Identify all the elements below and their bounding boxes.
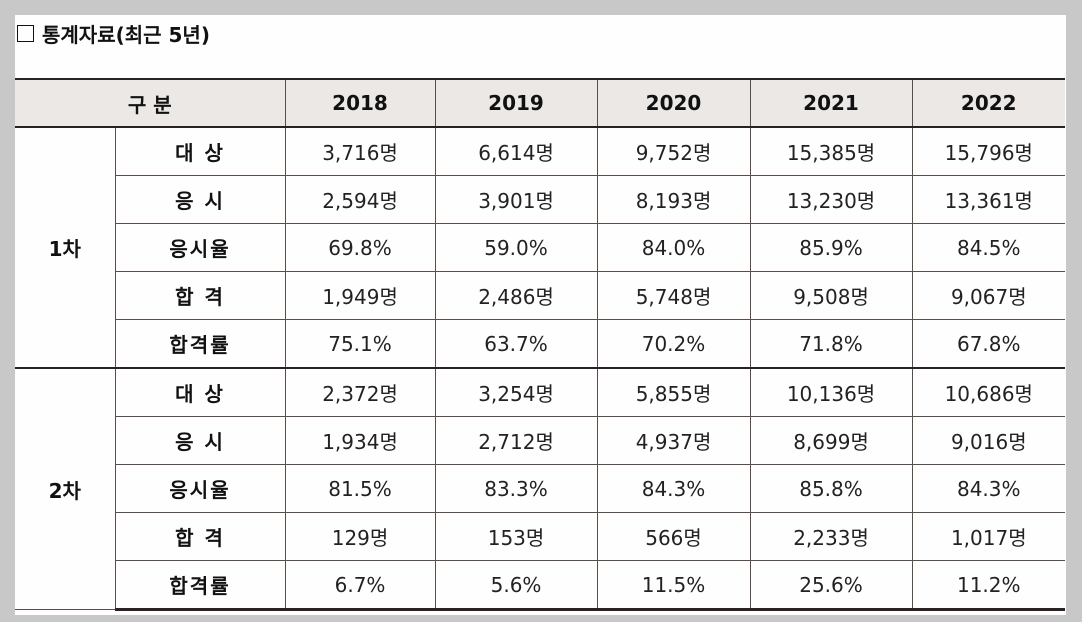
value-cell: 11.2% xyxy=(911,560,1066,611)
row-label: 합격률 xyxy=(115,560,286,611)
header-category: 구 분 xyxy=(15,78,286,128)
value-cell: 81.5% xyxy=(284,464,436,513)
value-cell: 11.5% xyxy=(596,560,751,611)
value-cell: 2,712명 xyxy=(434,416,598,465)
header-year: 2021 xyxy=(749,78,913,128)
value-cell: 25.6% xyxy=(749,560,913,611)
value-cell: 70.2% xyxy=(596,319,751,369)
value-cell: 9,067명 xyxy=(911,271,1066,320)
value-cell: 9,508명 xyxy=(749,271,913,320)
value-cell: 6.7% xyxy=(284,560,436,611)
value-cell: 5,855명 xyxy=(596,367,751,417)
row-label: 합 격 xyxy=(115,271,286,320)
value-cell: 83.3% xyxy=(434,464,598,513)
value-cell: 63.7% xyxy=(434,319,598,369)
value-cell: 2,372명 xyxy=(284,367,436,417)
table-row: 응시율 69.8% 59.0% 84.0% 85.9% 84.5% xyxy=(15,223,1066,272)
value-cell: 85.9% xyxy=(749,223,913,272)
row-label: 대 상 xyxy=(114,126,286,176)
value-cell: 5,748명 xyxy=(596,271,751,320)
value-cell: 3,716명 xyxy=(284,126,436,176)
header-year: 2018 xyxy=(284,78,436,128)
value-cell: 75.1% xyxy=(284,319,436,369)
value-cell: 10,686명 xyxy=(911,367,1066,417)
title-text: 통계자료(최근 5년) xyxy=(42,23,210,47)
table-row: 응시율 81.5% 83.3% 84.3% 85.8% 84.3% xyxy=(15,464,1066,513)
table-row: 1차 대 상 3,716명 6,614명 9,752명 15,385명 15,796명 xyxy=(15,126,1066,369)
value-cell: 1,934명 xyxy=(284,416,436,465)
row-label: 응 시 xyxy=(115,175,286,224)
value-cell: 9,752명 xyxy=(596,126,751,176)
row-label: 대 상 xyxy=(114,367,286,417)
value-cell: 8,699명 xyxy=(749,416,913,465)
value-cell: 10,136명 xyxy=(749,367,913,417)
value-cell: 3,254명 xyxy=(434,367,598,417)
header-year: 2020 xyxy=(596,78,751,128)
value-cell: 84.3% xyxy=(911,464,1066,513)
statistics-table: 구 분 2018 2019 2020 2021 2022 1차 대 상 3,716명… xyxy=(15,78,1066,611)
value-cell: 1,949명 xyxy=(284,271,436,320)
header-year: 2019 xyxy=(434,78,598,128)
table-row: 응 시 1,934명 2,712명 4,937명 8,699명 9,016명 xyxy=(15,416,1066,465)
row-label: 응시율 xyxy=(115,223,286,272)
header-year: 2022 xyxy=(911,78,1066,128)
value-cell: 129명 xyxy=(284,512,436,561)
value-cell: 84.0% xyxy=(596,223,751,272)
value-cell: 2,233명 xyxy=(749,512,913,561)
table-row: 합격률 75.1% 63.7% 70.2% 71.8% 67.8% xyxy=(15,319,1066,369)
value-cell: 13,361명 xyxy=(911,175,1066,224)
table-row: 합 격 129명 153명 566명 2,233명 1,017명 xyxy=(15,512,1066,561)
value-cell: 2,594명 xyxy=(284,175,436,224)
group-label: 2차 xyxy=(15,367,116,610)
row-label: 응 시 xyxy=(115,416,286,465)
value-cell: 3,901명 xyxy=(434,175,598,224)
value-cell: 1,017명 xyxy=(911,512,1066,561)
value-cell: 85.8% xyxy=(749,464,913,513)
value-cell: 153명 xyxy=(434,512,598,561)
table-row: 합 격 1,949명 2,486명 5,748명 9,508명 9,067명 xyxy=(15,271,1066,320)
value-cell: 59.0% xyxy=(434,223,598,272)
value-cell: 8,193명 xyxy=(596,175,751,224)
section-title: 통계자료(최근 5년) xyxy=(17,19,210,48)
table-row: 2차 대 상 2,372명 3,254명 5,855명 10,136명 10,686명 xyxy=(15,367,1066,610)
value-cell: 67.8% xyxy=(911,319,1066,369)
table-row: 응 시 2,594명 3,901명 8,193명 13,230명 13,361명 xyxy=(15,175,1066,224)
value-cell: 6,614명 xyxy=(434,126,598,176)
table-row: 합격률 6.7% 5.6% 11.5% 25.6% 11.2% xyxy=(15,560,1066,611)
value-cell: 9,016명 xyxy=(911,416,1066,465)
value-cell: 15,796명 xyxy=(911,126,1066,176)
header-row: 구 분 2018 2019 2020 2021 2022 xyxy=(15,78,1066,128)
value-cell: 2,486명 xyxy=(434,271,598,320)
value-cell: 84.5% xyxy=(911,223,1066,272)
document-page: 통계자료(최근 5년) 구 분 2018 2019 2020 2021 2022… xyxy=(15,15,1066,615)
value-cell: 71.8% xyxy=(749,319,913,369)
row-label: 응시율 xyxy=(115,464,286,513)
row-label: 합격률 xyxy=(115,319,286,369)
value-cell: 13,230명 xyxy=(749,175,913,224)
value-cell: 69.8% xyxy=(284,223,436,272)
value-cell: 5.6% xyxy=(434,560,598,611)
group-label: 1차 xyxy=(15,126,116,369)
value-cell: 84.3% xyxy=(596,464,751,513)
value-cell: 566명 xyxy=(596,512,751,561)
square-bullet-icon xyxy=(17,25,34,42)
value-cell: 4,937명 xyxy=(596,416,751,465)
row-label: 합 격 xyxy=(115,512,286,561)
value-cell: 15,385명 xyxy=(749,126,913,176)
